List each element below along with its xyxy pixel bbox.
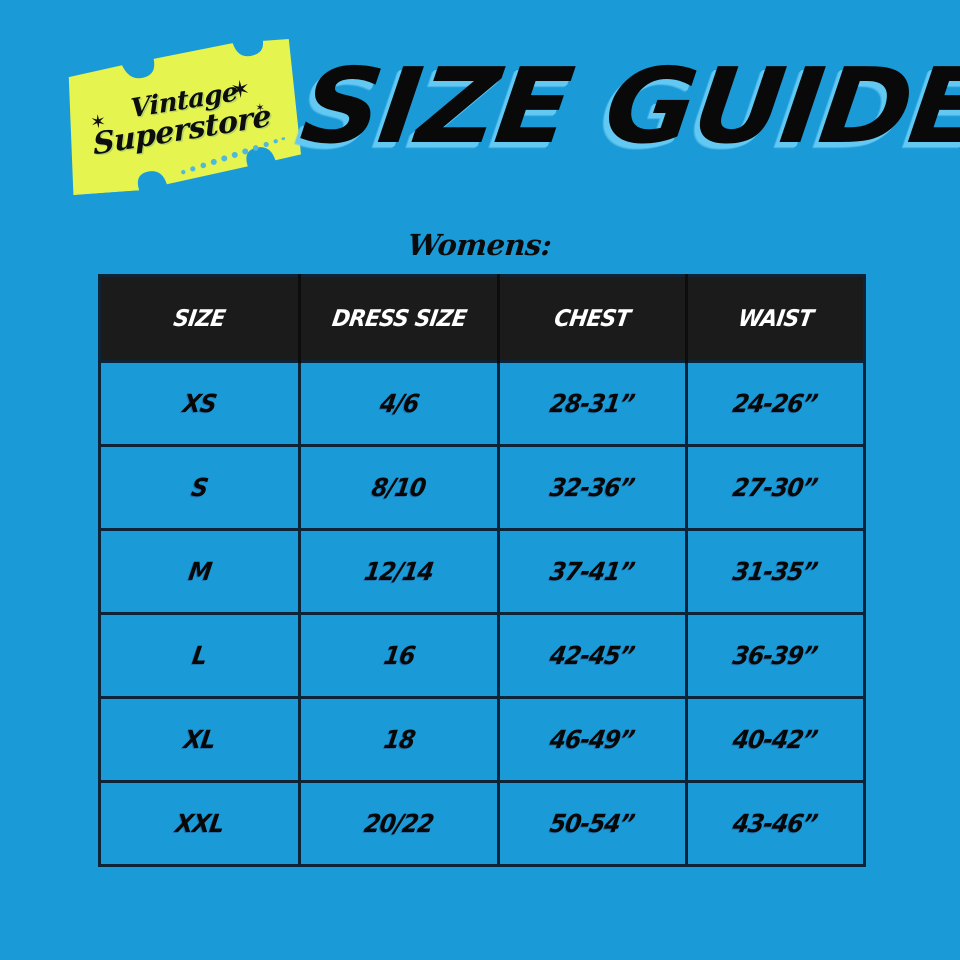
cell-chest: 37-41” [498,528,688,614]
cell-dress-size-value: 4/6 [377,389,421,418]
cell-waist-value: 27-30” [731,473,820,502]
cell-waist: 27-30” [686,444,865,530]
section-subtitle: Womens: [0,228,960,262]
cell-size-value: M [186,557,213,586]
cell-size: L [99,612,301,698]
column-header-chest-label: CHEST [552,305,633,332]
cell-size: XXL [99,780,301,866]
cell-dress-size-value: 20/22 [362,809,436,838]
column-header-waist: WAIST [686,275,865,362]
cell-size-value: L [190,641,209,670]
cell-waist: 43-46” [686,780,865,866]
cell-dress-size: 20/22 [299,780,500,866]
cell-size-value: XS [180,389,219,418]
cell-waist: 24-26” [686,360,865,446]
table-row: M 12/14 37-41” 31-35” [99,528,865,614]
logo-tag-shape [68,38,302,196]
cell-chest: 28-31” [498,360,688,446]
page-title: SIZE GUIDE [295,42,960,170]
cell-dress-size-value: 18 [381,725,417,754]
column-header-dress-size: DRESS SIZE [299,275,500,362]
cell-size: XL [99,696,301,782]
cell-size-value: XL [181,725,218,754]
cell-chest-value: 32-36” [548,473,637,502]
column-header-size-label: SIZE [172,305,227,332]
cell-dress-size-value: 16 [381,641,417,670]
cell-size: S [99,444,301,530]
column-header-chest: CHEST [498,275,688,362]
cell-waist-value: 24-26” [731,389,820,418]
cell-chest: 42-45” [498,612,688,698]
cell-waist-value: 36-39” [731,641,820,670]
size-chart-table: SIZE DRESS SIZE CHEST WAIST XS 4/6 28-31… [98,274,866,867]
cell-dress-size: 18 [299,696,500,782]
cell-dress-size: 4/6 [299,360,500,446]
page-title-text: SIZE GUIDE [294,45,960,167]
cell-waist: 40-42” [686,696,865,782]
cell-dress-size-value: 12/14 [362,557,436,586]
cell-dress-size: 16 [299,612,500,698]
cell-waist-value: 43-46” [731,809,820,838]
table-row: XL 18 46-49” 40-42” [99,696,865,782]
cell-chest-value: 28-31” [548,389,637,418]
column-header-dress-size-label: DRESS SIZE [330,305,468,332]
dot-trail-decoration [181,136,286,175]
cell-chest-value: 42-45” [548,641,637,670]
table-row: XS 4/6 28-31” 24-26” [99,360,865,446]
cell-waist: 31-35” [686,528,865,614]
cell-chest: 46-49” [498,696,688,782]
cell-chest: 50-54” [498,780,688,866]
cell-waist: 36-39” [686,612,865,698]
section-subtitle-text: Womens: [406,228,554,262]
column-header-size: SIZE [99,275,301,362]
cell-size-value: XXL [173,809,226,838]
cell-waist-value: 31-35” [731,557,820,586]
table-header: SIZE DRESS SIZE CHEST WAIST [99,275,865,362]
table-row: L 16 42-45” 36-39” [99,612,865,698]
cell-chest-value: 46-49” [548,725,637,754]
cell-chest: 32-36” [498,444,688,530]
table-header-row: SIZE DRESS SIZE CHEST WAIST [99,275,865,362]
cell-chest-value: 50-54” [548,809,637,838]
column-header-waist-label: WAIST [736,305,815,332]
vintage-superstore-logo: Vintage Superstore ✶ ✶ ✶ [61,38,303,196]
cell-size: XS [99,360,301,446]
cell-waist-value: 40-42” [731,725,820,754]
cell-dress-size-value: 8/10 [370,473,428,502]
table-row: S 8/10 32-36” 27-30” [99,444,865,530]
table-body: XS 4/6 28-31” 24-26” S 8/10 32-36” 27-30… [99,360,865,866]
cell-size-value: S [189,473,210,502]
cell-dress-size: 12/14 [299,528,500,614]
cell-chest-value: 37-41” [548,557,637,586]
cell-dress-size: 8/10 [299,444,500,530]
table-row: XXL 20/22 50-54” 43-46” [99,780,865,866]
cell-size: M [99,528,301,614]
